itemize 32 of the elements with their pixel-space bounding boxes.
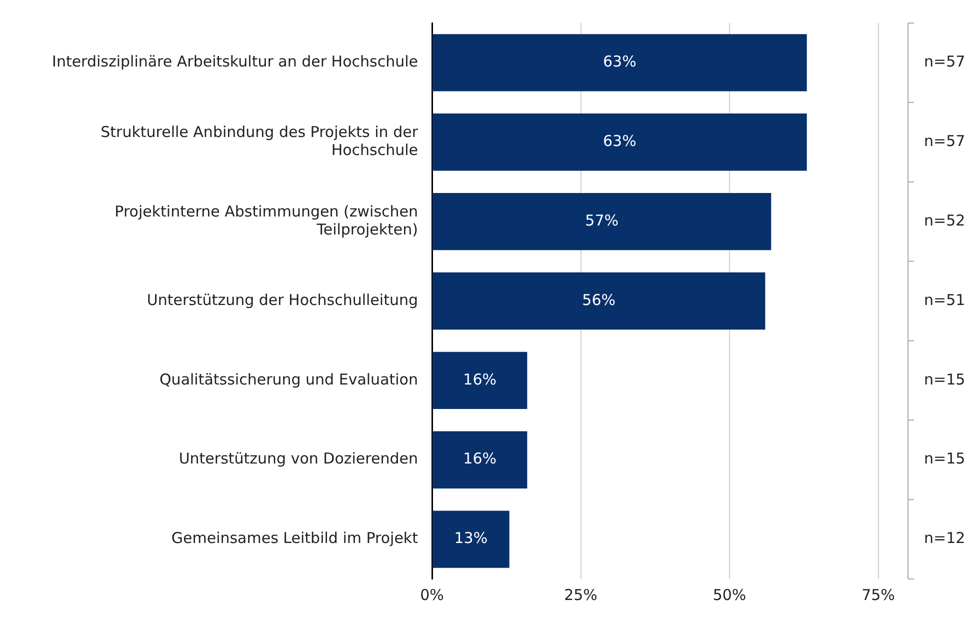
data-label: 16% <box>463 450 497 468</box>
data-label: 63% <box>603 52 636 71</box>
x-tick-label: 75% <box>862 586 895 604</box>
bar <box>432 352 528 410</box>
text: n=57 <box>924 52 966 71</box>
text: n=57 <box>924 132 966 150</box>
bar <box>432 272 766 330</box>
y-tick-label: Unterstützung von Dozierenden <box>178 450 418 468</box>
data-label: 13% <box>454 529 488 548</box>
x-tick-label: 50% <box>712 586 746 604</box>
y-tick-label: Strukturelle Anbindung des Projekts in der Hochschule <box>100 123 419 160</box>
text: n=51 <box>924 290 966 309</box>
text: n=15 <box>924 370 966 388</box>
text: n=15 <box>924 450 966 468</box>
text: n=52 <box>924 211 966 230</box>
data-label: 57% <box>585 211 618 230</box>
bar <box>432 114 807 171</box>
text: n=12 <box>924 529 966 548</box>
bar <box>432 34 807 92</box>
data-label: 56% <box>582 290 616 309</box>
bar <box>432 192 772 250</box>
bar <box>432 510 510 568</box>
y-tick-label: Interdisziplinäre Arbeitskultur an der Hochschule <box>52 52 418 71</box>
data-label: 16% <box>463 370 497 388</box>
x-tick-label: 25% <box>564 586 598 604</box>
data-label: 63% <box>603 132 636 150</box>
x-tick-label: 0% <box>420 586 444 604</box>
y-tick-label: Unterstützung der Hochschulleitung <box>146 290 418 309</box>
y-tick-label: Qualitätssicherung und Evaluation <box>160 370 418 388</box>
y-tick-label: Gemeinsames Leitbild im Projekt <box>171 529 418 548</box>
y-tick-label: Projektinterne Abstimmungen (zwischen Teilprojekten) <box>114 202 418 238</box>
bar <box>432 431 528 488</box>
